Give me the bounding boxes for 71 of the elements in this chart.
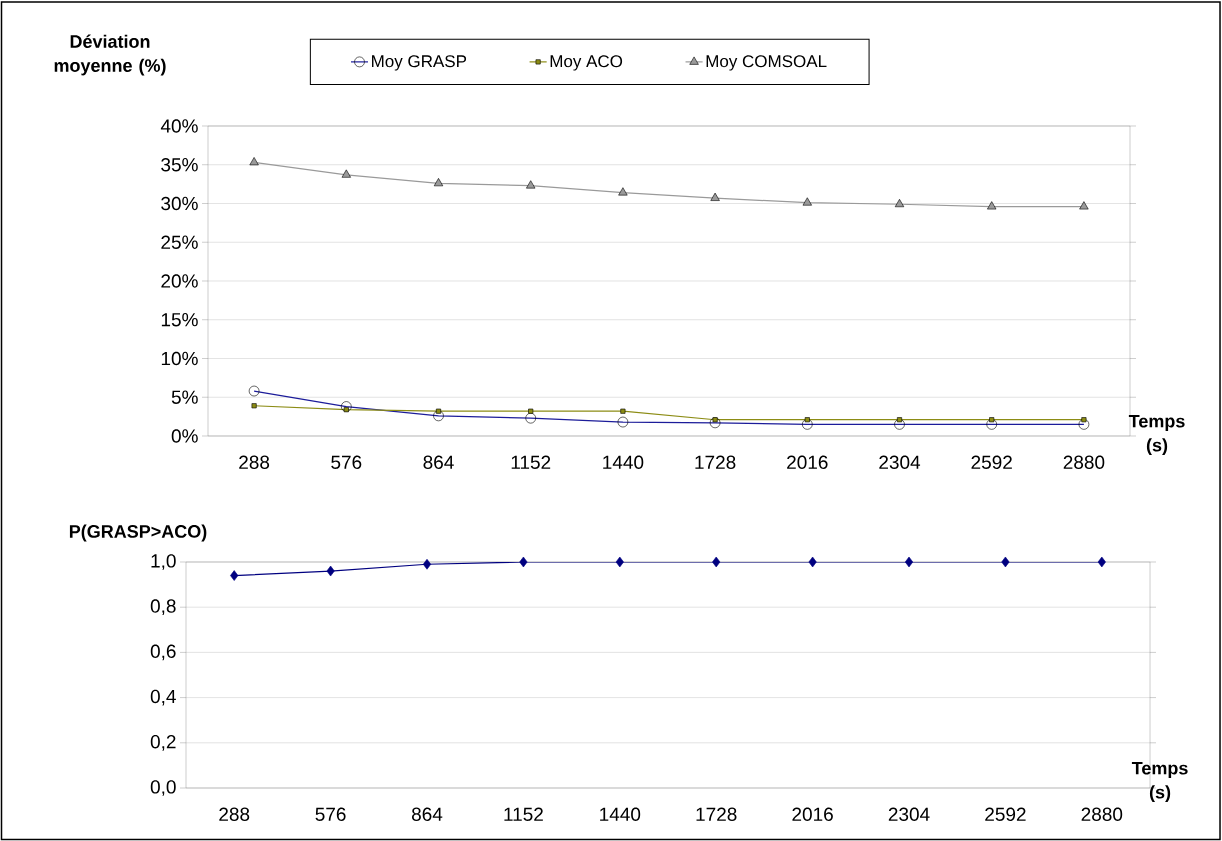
x-tick-label: 2016 — [792, 807, 833, 821]
point — [343, 407, 349, 413]
x-tick-label: 2592 — [971, 455, 1012, 469]
point — [808, 556, 817, 568]
y-tick-label: 0,2 — [150, 734, 176, 751]
x-axis-title: Temps (s) — [1128, 414, 1185, 456]
point — [894, 198, 905, 208]
y-tick-label: 25% — [161, 235, 198, 249]
y-tick-label: 0,8 — [150, 599, 176, 616]
x-axis-title: Temps (s) — [1131, 761, 1188, 803]
x-tick-label: 288 — [219, 807, 250, 821]
x-tick-label: 864 — [411, 807, 443, 821]
y-tick-label: 0,6 — [150, 644, 176, 661]
point — [989, 417, 995, 423]
point — [712, 556, 721, 568]
y-tick-label: 5% — [171, 390, 198, 404]
x-tick-label: 1152 — [511, 455, 551, 469]
x-tick-label: 1728 — [696, 807, 737, 821]
point — [436, 408, 442, 414]
point — [433, 178, 444, 187]
point — [615, 556, 624, 568]
point — [618, 187, 628, 196]
point — [1001, 556, 1010, 568]
point — [341, 169, 351, 178]
point — [519, 556, 528, 568]
x-tick-label: 864 — [423, 455, 454, 469]
point — [326, 565, 335, 577]
point — [987, 201, 997, 210]
legend-label: Moy ACO — [550, 55, 623, 71]
y-tick-label: 40% — [160, 119, 198, 133]
x-tick-label: 1440 — [603, 455, 644, 469]
y-tick-label: 20% — [161, 274, 198, 288]
x-tick-label: 2016 — [787, 455, 828, 469]
y-tick-label: 0% — [171, 429, 198, 443]
y-tick-label: 35% — [161, 158, 198, 172]
x-tick-label: 1728 — [695, 455, 736, 469]
point — [620, 408, 626, 414]
y-tick-label: 30% — [161, 196, 198, 211]
point — [249, 157, 259, 166]
x-tick-label: 576 — [315, 807, 346, 821]
point — [1081, 417, 1087, 423]
y-tick-label: 0,0 — [150, 780, 176, 796]
x-tick-label: 2592 — [985, 807, 1026, 821]
y-tick-label: 10% — [161, 351, 198, 366]
legend-label: Moy COMSOAL — [706, 55, 827, 71]
point — [526, 180, 536, 189]
point — [251, 403, 257, 409]
x-tick-label: 2304 — [879, 455, 921, 469]
x-tick-label: 288 — [239, 455, 270, 469]
point — [230, 570, 239, 581]
point — [897, 417, 903, 423]
x-tick-label: 1152 — [504, 807, 543, 821]
x-tick-label: 576 — [331, 455, 362, 469]
y-tick-label: 0,4 — [150, 689, 176, 706]
x-tick-label: 2880 — [1081, 807, 1123, 821]
point — [422, 558, 432, 570]
x-tick-label: 2304 — [888, 807, 930, 821]
point — [804, 417, 810, 423]
point — [1097, 556, 1106, 568]
y-tick-label: 15% — [161, 313, 198, 327]
point — [710, 192, 720, 201]
x-tick-label: 1440 — [600, 807, 641, 821]
point — [1079, 201, 1089, 210]
point — [528, 408, 534, 414]
x-tick-label: 2880 — [1063, 455, 1105, 469]
point — [904, 556, 914, 568]
y-axis-title: Déviation moyenne (%) — [54, 34, 166, 76]
legend-label: Moy GRASP — [372, 55, 467, 71]
y-axis-title: P(GRASP>ACO) — [69, 524, 207, 542]
y-tick-label: 1,0 — [151, 554, 176, 570]
point — [802, 197, 812, 206]
